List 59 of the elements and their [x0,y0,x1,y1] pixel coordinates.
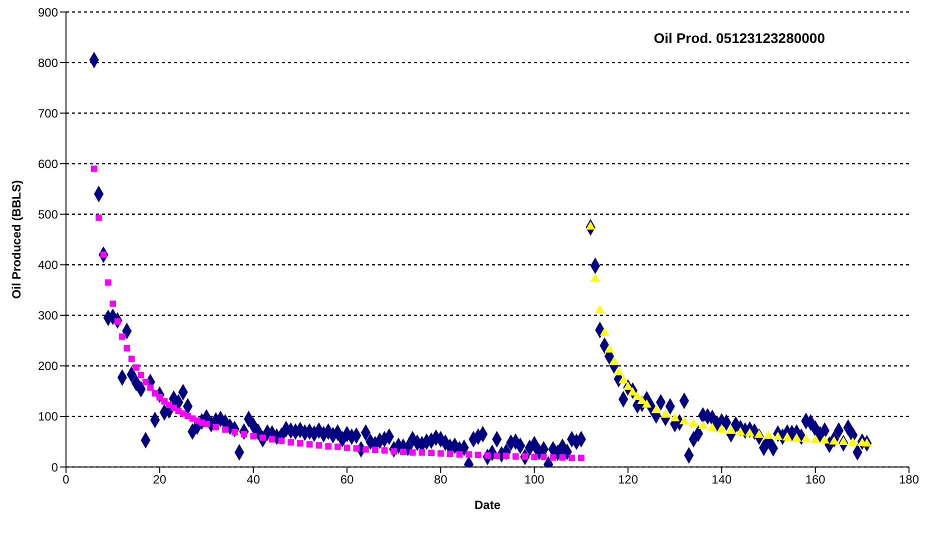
point [614,366,624,376]
point [642,399,652,408]
point [651,404,661,414]
y-tick-label: 400 [38,258,58,272]
x-tick-label: 80 [434,472,448,487]
point [707,422,718,431]
point [820,435,830,444]
x-tick-label: 160 [805,472,826,487]
y-tick-label: 100 [38,410,58,424]
point [754,430,764,438]
point [698,420,708,429]
x-tick-label: 40 [246,472,260,487]
x-tick-label: 100 [524,472,545,487]
point [773,432,783,440]
point [716,424,726,432]
y-tick-label: 600 [38,156,58,171]
x-tick-label: 0 [62,472,70,487]
y-tick-label: 300 [38,308,58,323]
point [726,426,736,434]
point [838,436,848,446]
point [688,418,698,427]
point [618,375,628,384]
point [736,427,746,436]
point [848,437,858,446]
point [744,428,755,436]
point [810,434,820,443]
point [782,432,792,440]
x-axis-title: Date [474,498,501,512]
y-tick-label: 200 [38,359,58,374]
point [679,416,690,424]
point [862,438,872,447]
point [623,382,633,390]
point [595,304,605,314]
x-tick-label: 120 [618,472,638,487]
point [590,273,600,282]
y-tick-label: 700 [38,106,58,120]
x-tick-label: 20 [152,472,167,487]
point [632,392,642,400]
point [792,433,802,442]
y-axis-title: Oil Produced (BBLS) [9,180,24,299]
y-tick-label: 800 [38,56,58,70]
point [829,436,839,444]
x-tick-label: 60 [340,472,354,487]
point [764,430,774,439]
y-tick-label: 500 [38,207,58,222]
point [628,387,638,396]
point [801,434,811,442]
point [660,409,670,418]
point [586,221,596,230]
x-tick-label: 140 [712,472,732,487]
text: Oil Prod. 05123123280000 [654,30,825,46]
y-tick-label: 0 [51,460,58,474]
y-tick-label: 900 [38,5,58,20]
x-tick-label: 180 [898,472,920,487]
point [600,327,610,336]
point [609,356,619,366]
point [670,412,680,422]
point [637,396,647,404]
point [604,344,614,352]
